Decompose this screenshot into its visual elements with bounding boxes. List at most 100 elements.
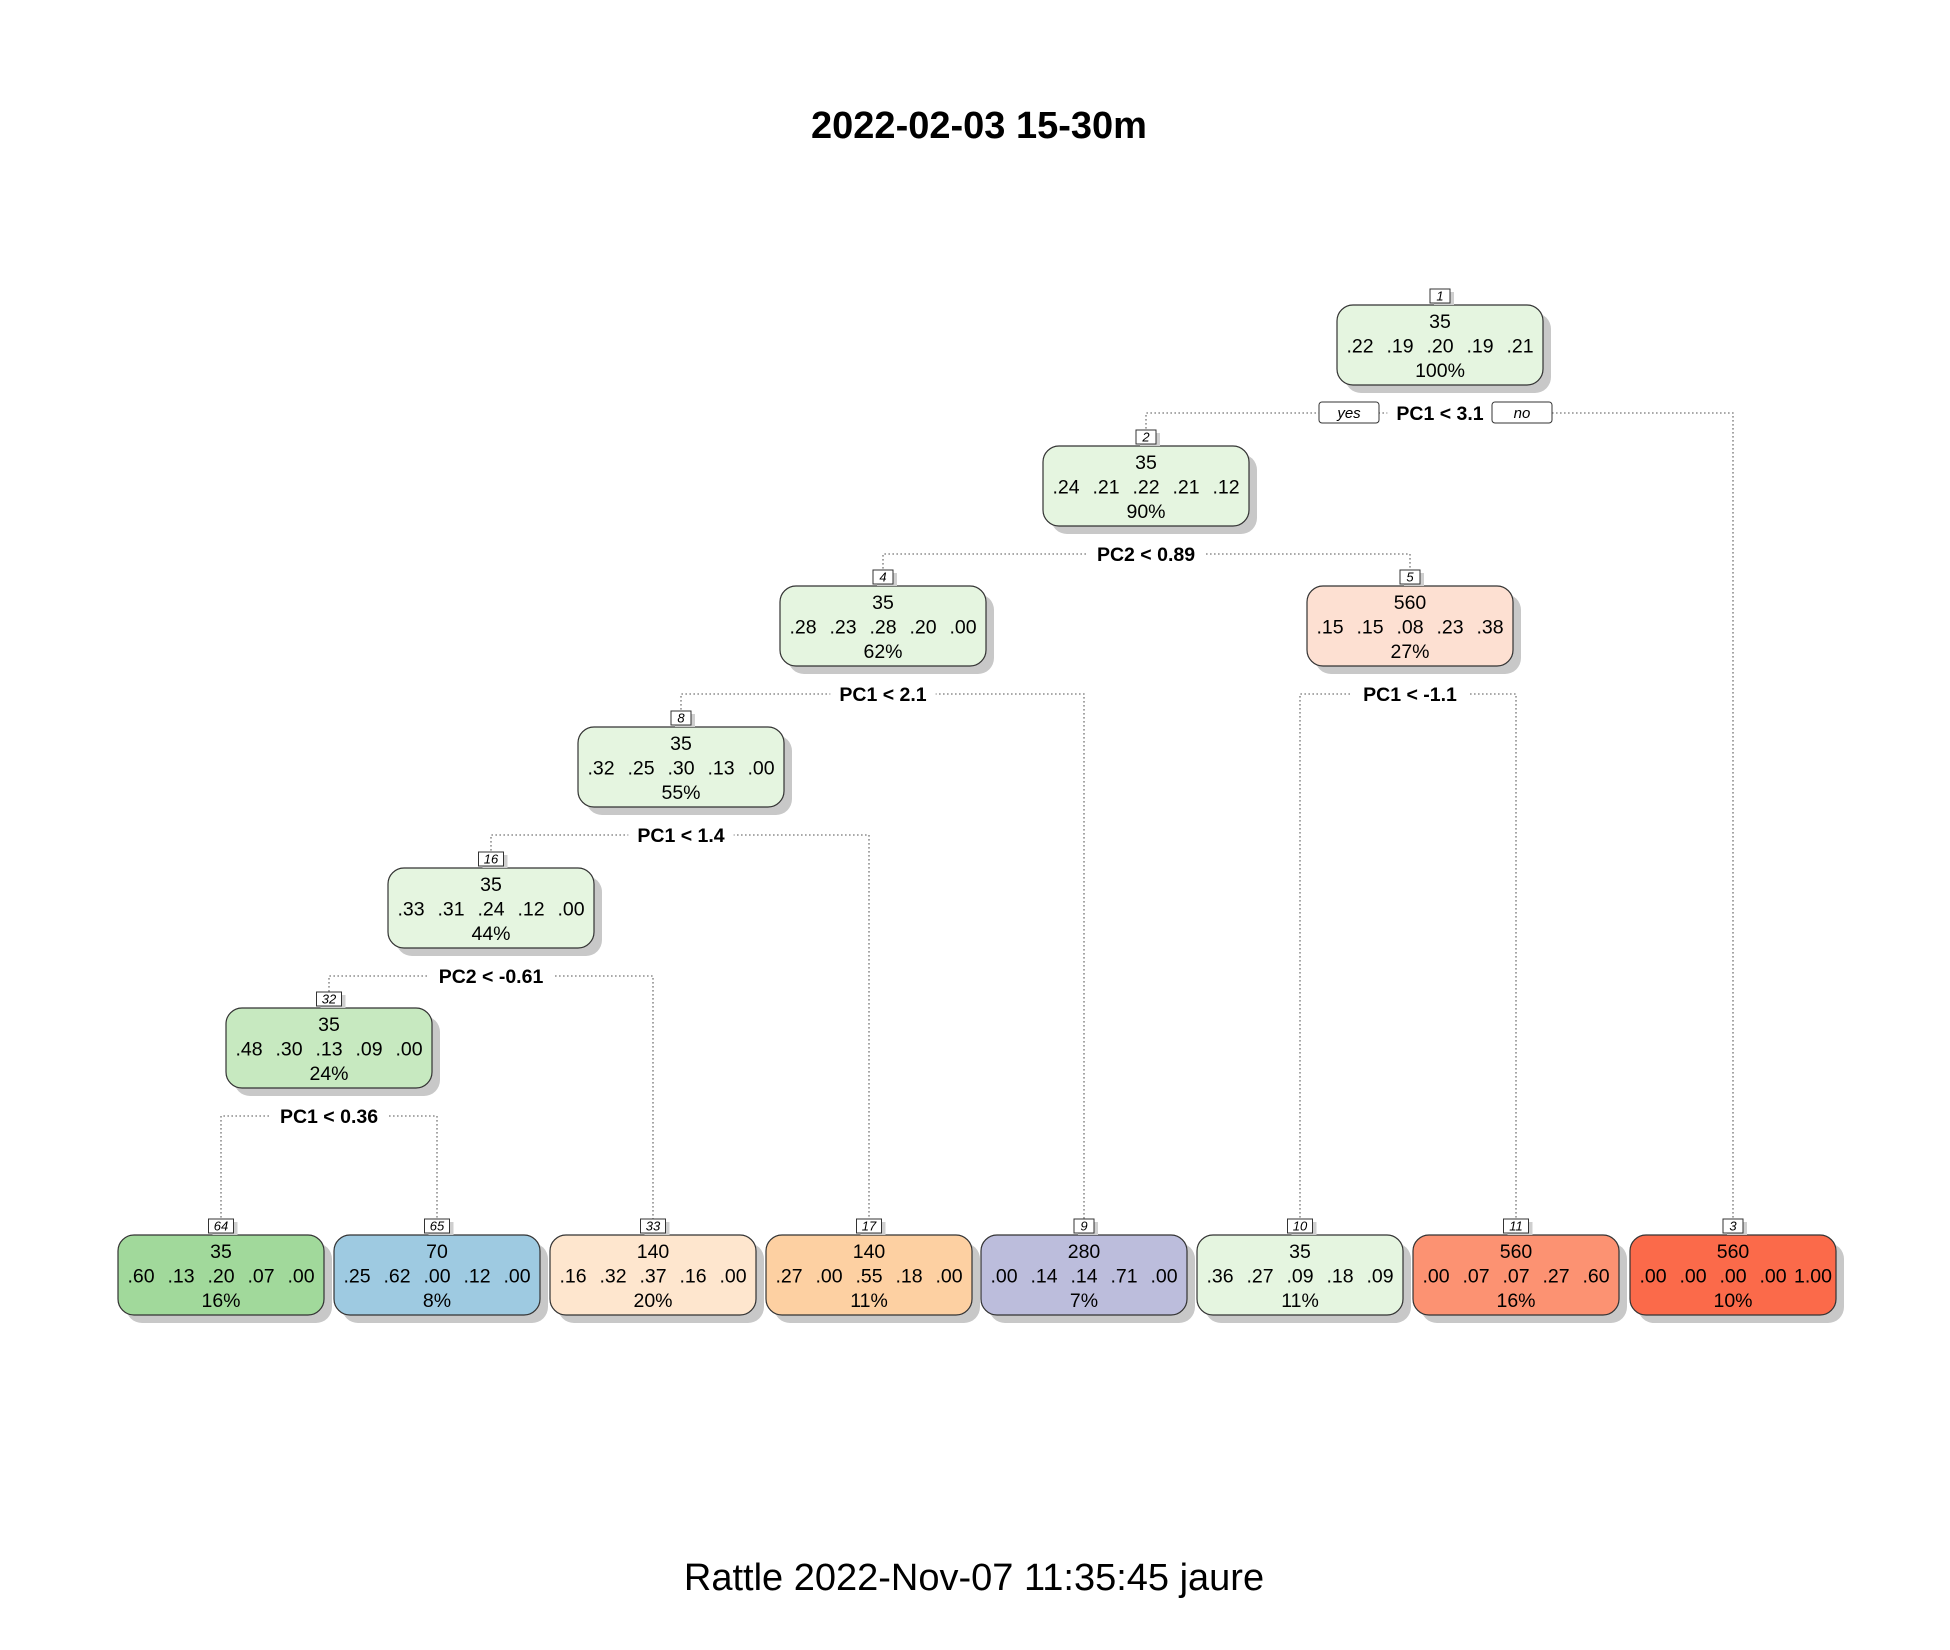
tree-node-64: 64 35 .60 .13 .20 .07 .00 16%	[117, 1218, 332, 1323]
node-percent: 27%	[1390, 641, 1429, 663]
node-prob: .13	[707, 758, 734, 780]
tree-edge-2-4	[882, 553, 1146, 574]
node-id: 5	[1406, 570, 1414, 585]
split-label: PC1 < 0.36	[280, 1106, 378, 1128]
node-prob: .00	[395, 1039, 422, 1061]
node-label: 140	[637, 1241, 670, 1263]
node-prob: .08	[1396, 617, 1423, 639]
node-prob: .00	[1422, 1266, 1449, 1288]
tree-node-1: 1 35 .22 .19 .20 .19 .21 100% PC1 < 3.1	[1336, 288, 1551, 425]
node-prob: .00	[815, 1266, 842, 1288]
tree-edge-4-9	[883, 693, 1085, 1223]
tree-edge-1-3	[1440, 412, 1734, 1223]
split-label: PC1 < -1.1	[1363, 684, 1457, 706]
split-label: PC2 < 0.89	[1097, 544, 1195, 566]
node-prob: .09	[355, 1039, 382, 1061]
split-label-bg	[1387, 401, 1493, 425]
node-percent: 11%	[850, 1290, 888, 1312]
node-prob: .13	[315, 1039, 342, 1061]
node-prob: .28	[869, 617, 896, 639]
node-prob: .07	[1462, 1266, 1489, 1288]
node-prob: .60	[127, 1266, 154, 1288]
node-prob: .20	[1426, 336, 1453, 358]
node-percent: 55%	[661, 782, 700, 804]
tree-edge-16-33	[491, 975, 654, 1223]
node-id: 1	[1436, 289, 1443, 304]
node-id-box	[1722, 1218, 1744, 1234]
node-prob: .37	[639, 1266, 666, 1288]
node-label: 35	[670, 733, 692, 755]
tree-node-3: 3 560 .00 .00 .00 .00 1.00 10%	[1629, 1218, 1844, 1323]
node-prob: .09	[1286, 1266, 1313, 1288]
node-label: 70	[426, 1241, 448, 1263]
node-percent: 7%	[1070, 1290, 1098, 1312]
tree-node-9: 9 280 .00 .14 .14 .71 .00 7%	[980, 1218, 1195, 1323]
node-label: 560	[1394, 592, 1427, 614]
node-id-box	[670, 710, 692, 726]
node-prob: .00	[949, 617, 976, 639]
node-label: 35	[318, 1014, 340, 1036]
node-id: 8	[677, 711, 685, 726]
node-label: 35	[872, 592, 894, 614]
node-id: 3	[1729, 1219, 1737, 1234]
node-percent: 24%	[309, 1063, 348, 1085]
node-prob: .23	[1436, 617, 1463, 639]
branch-yes-box	[1318, 401, 1380, 424]
node-prob: .33	[397, 899, 424, 921]
node-prob: .24	[1052, 477, 1079, 499]
node-label: 35	[210, 1241, 232, 1263]
node-prob: .12	[517, 899, 544, 921]
tree-node-11: 11 560 .00 .07 .07 .27 .60 16%	[1412, 1218, 1627, 1323]
node-prob: .25	[627, 758, 654, 780]
tree-node-5: 5 560 .15 .15 .08 .23 .38 27% PC1 < -1.1	[1306, 569, 1521, 706]
node-id: 33	[646, 1219, 661, 1234]
node-id-box	[1399, 569, 1421, 585]
node-prob: .00	[423, 1266, 450, 1288]
tree-node-32: 32 35 .48 .30 .13 .09 .00 24% PC1 < 0.36	[225, 991, 440, 1128]
node-prob: .00	[1150, 1266, 1177, 1288]
tree-edge-5-10	[1299, 693, 1410, 1223]
node-prob: .19	[1466, 336, 1493, 358]
node-prob: .60	[1582, 1266, 1609, 1288]
chart-title: 2022-02-03 15-30m	[811, 105, 1147, 147]
split-label-bg	[427, 964, 555, 988]
node-percent: 100%	[1415, 360, 1465, 382]
node-label: 560	[1500, 1241, 1533, 1263]
node-label: 35	[480, 874, 502, 896]
node-prob: .32	[599, 1266, 626, 1288]
node-prob: .27	[775, 1266, 802, 1288]
node-id: 4	[879, 570, 886, 585]
node-percent: 10%	[1713, 1290, 1752, 1312]
node-id: 32	[322, 992, 337, 1007]
node-id: 16	[484, 852, 499, 867]
node-id-box	[1503, 1218, 1529, 1234]
footer-text: Rattle 2022-Nov-07 11:35:45 jaure	[684, 1557, 1264, 1599]
node-prob: .22	[1132, 477, 1159, 499]
tree-edge-1-2	[1145, 412, 1440, 434]
split-label-bg	[628, 823, 734, 847]
node-prob: .00	[287, 1266, 314, 1288]
node-label: 280	[1068, 1241, 1101, 1263]
node-prob: .14	[1030, 1266, 1057, 1288]
branch-no-label: no	[1491, 401, 1553, 424]
node-id-box	[872, 569, 894, 585]
tree-edge-5-11	[1410, 693, 1517, 1223]
split-label-bg	[830, 682, 936, 706]
node-label: 35	[1429, 311, 1451, 333]
node-prob: .62	[383, 1266, 410, 1288]
node-id: 11	[1509, 1219, 1523, 1234]
node-prob: .15	[1316, 617, 1343, 639]
tree-node-8: 8 35 .32 .25 .30 .13 .00 55% PC1 < 1.4	[577, 710, 792, 847]
node-prob: .30	[667, 758, 694, 780]
node-id: 65	[430, 1219, 445, 1234]
node-prob: .19	[1386, 336, 1413, 358]
node-prob: .21	[1172, 477, 1199, 499]
node-prob: .18	[895, 1266, 922, 1288]
node-prob: .22	[1346, 336, 1373, 358]
node-prob: .00	[719, 1266, 746, 1288]
split-label-bg	[271, 1104, 387, 1128]
